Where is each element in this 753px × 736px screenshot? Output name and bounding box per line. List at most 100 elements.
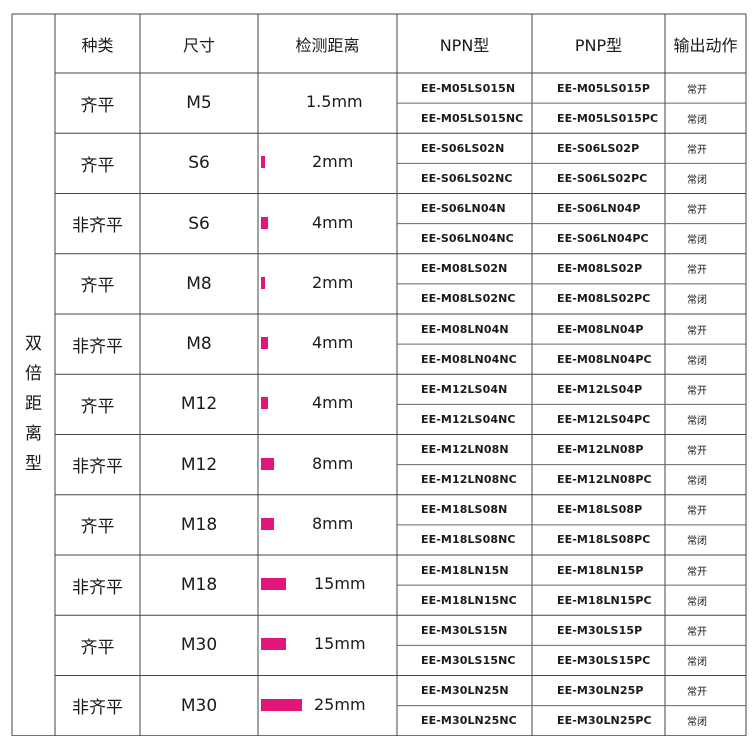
pnp-model: EE-M30LN25P: [557, 684, 644, 698]
npn-model: EE-M30LN25N: [421, 684, 509, 698]
output-action: 常开: [687, 144, 707, 156]
output-action: 常开: [687, 687, 707, 699]
npn-model: EE-S06LN04NC: [421, 232, 514, 246]
output-action: 常开: [687, 626, 707, 638]
distance-cell: 15mm: [258, 555, 397, 615]
npn-model: EE-M30LS15N: [421, 623, 508, 637]
npn-model: EE-M18LN15NC: [421, 593, 517, 607]
size-cell: M5: [186, 93, 212, 114]
npn-model: EE-M30LN25NC: [421, 714, 517, 728]
header-pnp: PNP型: [574, 35, 623, 55]
pnp-model: EE-M18LS08PC: [557, 533, 651, 547]
distance-value: 15mm: [314, 634, 366, 654]
size-cell: M30: [180, 635, 218, 656]
pnp-model: EE-M08LN04PC: [557, 352, 652, 366]
output-action: 常开: [687, 446, 707, 458]
category-cell: 非齐平: [72, 336, 123, 357]
header-type: 种类: [81, 35, 114, 55]
npn-model: EE-M08LS02NC: [421, 292, 516, 306]
size-cell: M8: [186, 273, 212, 294]
npn-model: EE-M08LN04NC: [421, 352, 517, 366]
distance-bar: [261, 276, 265, 289]
npn-model: EE-M05LS015N: [421, 81, 516, 95]
distance-value: 2mm: [312, 272, 354, 292]
pnp-model: EE-M30LS15P: [557, 623, 643, 637]
category-cell: 非齐平: [72, 577, 123, 598]
pnp-model: EE-M08LS02PC: [557, 292, 651, 306]
pnp-model: EE-M30LN25PC: [557, 714, 652, 728]
distance-cell: 8mm: [258, 495, 397, 555]
distance-cell: 2mm: [258, 133, 397, 193]
output-action: 常开: [687, 506, 707, 518]
category-cell: 齐平: [80, 396, 115, 417]
distance-value: 4mm: [312, 212, 354, 232]
pnp-model: EE-M05LS015P: [557, 81, 651, 95]
pnp-model: EE-M18LN15PC: [557, 593, 652, 607]
output-action: 常开: [687, 325, 707, 337]
size-cell: M30: [180, 695, 218, 716]
pnp-model: EE-M08LS02P: [557, 262, 643, 276]
size-cell: M12: [180, 454, 218, 475]
npn-model: EE-M12LN08N: [421, 443, 509, 457]
header-output: 输出动作: [673, 35, 738, 55]
distance-bar: [261, 156, 265, 169]
pnp-model: EE-M18LS08P: [557, 503, 643, 517]
pnp-model: EE-M18LN15P: [557, 563, 644, 577]
pnp-model: EE-M12LN08PC: [557, 473, 652, 487]
distance-value: 4mm: [312, 333, 354, 353]
output-action: 常闭: [687, 717, 707, 729]
output-action: 常闭: [687, 415, 707, 427]
npn-model: EE-M18LS08NC: [421, 533, 516, 547]
pnp-model: EE-M12LS04PC: [557, 412, 651, 426]
npn-model: EE-M08LS02N: [421, 262, 508, 276]
pnp-model: EE-M30LS15PC: [557, 653, 651, 667]
npn-model: EE-M30LS15NC: [421, 653, 516, 667]
output-action: 常闭: [687, 174, 707, 186]
npn-model: EE-M18LN15N: [421, 563, 509, 577]
npn-model: EE-M18LS08N: [421, 503, 508, 517]
size-cell: M8: [186, 334, 212, 355]
distance-cell: 2mm: [258, 254, 397, 314]
pnp-model: EE-S06LN04PC: [557, 232, 649, 246]
distance-bar: [261, 397, 268, 410]
output-action: 常闭: [687, 476, 707, 488]
category-cell: 齐平: [80, 517, 115, 538]
distance-cell: 1.5mm: [258, 73, 397, 133]
size-cell: S6: [188, 153, 210, 174]
npn-model: EE-S06LS02N: [421, 141, 505, 155]
distance-value: 4mm: [312, 393, 354, 413]
output-action: 常闭: [687, 536, 707, 548]
distance-bar: [261, 337, 268, 350]
distance-value: 1.5mm: [306, 92, 363, 112]
distance-bar: [261, 578, 286, 591]
distance-bar: [261, 457, 274, 470]
category-cell: 齐平: [80, 276, 115, 297]
output-action: 常开: [687, 265, 707, 277]
output-action: 常开: [687, 566, 707, 578]
distance-bar: [261, 517, 274, 530]
distance-cell: 15mm: [258, 615, 397, 675]
category-cell: 非齐平: [72, 216, 123, 237]
pnp-model: EE-M12LS04P: [557, 382, 643, 396]
output-action: 常闭: [687, 596, 707, 608]
side-label-double-distance: 双倍距离型: [25, 334, 42, 475]
pnp-model: EE-M08LN04P: [557, 322, 644, 336]
distance-cell: 4mm: [258, 314, 397, 374]
category-cell: 齐平: [80, 95, 115, 116]
category-cell: 齐平: [80, 155, 115, 176]
output-action: 常开: [687, 385, 707, 397]
distance-bar: [261, 216, 268, 229]
npn-model: EE-S06LN04N: [421, 202, 506, 216]
output-action: 常闭: [687, 355, 707, 367]
header-npn: NPN型: [439, 35, 490, 55]
distance-value: 2mm: [312, 152, 354, 172]
category-cell: 非齐平: [72, 698, 123, 719]
npn-model: EE-M05LS015NC: [421, 111, 524, 125]
pnp-model: EE-S06LS02P: [557, 141, 640, 155]
category-cell: 齐平: [80, 637, 115, 658]
distance-cell: 8mm: [258, 435, 397, 495]
output-action: 常闭: [687, 235, 707, 247]
npn-model: EE-M12LS04N: [421, 382, 508, 396]
size-cell: M18: [180, 575, 218, 596]
